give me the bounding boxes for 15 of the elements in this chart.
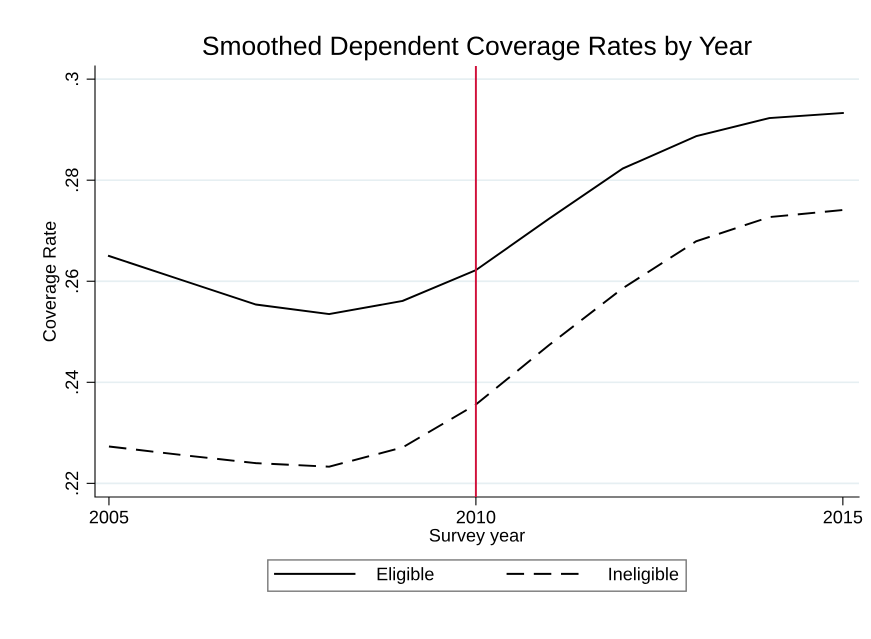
line-series — [108, 209, 844, 468]
line-series — [108, 112, 844, 316]
y-tick-label: .28 — [65, 168, 78, 192]
x-tick-label: 2010 — [456, 510, 496, 524]
x-axis-title: Survey year — [430, 528, 525, 546]
y-tick-label: .22 — [65, 472, 78, 494]
x-tick-label: 2015 — [824, 510, 862, 524]
x-tick-label: 2005 — [90, 510, 128, 524]
y-tick-label: .26 — [65, 269, 78, 292]
y-tick-label: .24 — [65, 370, 78, 394]
legend-label: Eligible — [378, 567, 434, 584]
legend-label: Ineligible — [609, 567, 678, 584]
y-axis-title: Coverage Rate — [43, 222, 60, 342]
y-tick-label: .3 — [65, 72, 78, 86]
chart-title: Smoothed Dependent Coverage Rates by Year — [203, 36, 752, 60]
